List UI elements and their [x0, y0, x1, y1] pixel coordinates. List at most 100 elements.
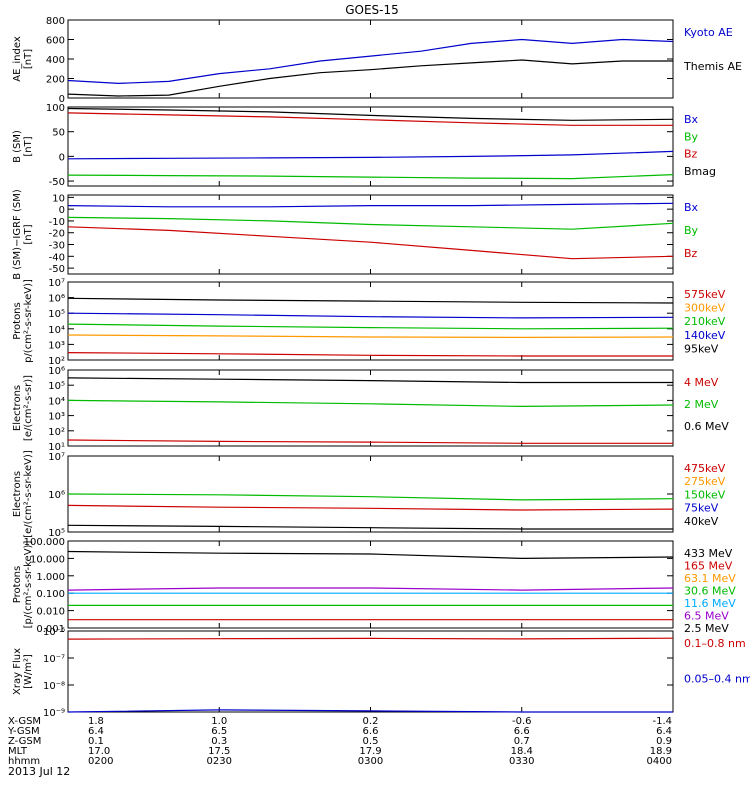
y-axis-label: Electrons — [12, 385, 23, 431]
series-line — [67, 174, 674, 180]
legend-item: 2.5 MeV — [684, 622, 729, 635]
series-line — [67, 38, 674, 85]
axis-value: 17.0 — [88, 746, 110, 757]
legend-item: 275keV — [684, 475, 726, 488]
orbit-axis-table: X-GSMY-GSMZ-GSMMLThhmm1.86.40.117.002001… — [7, 716, 672, 767]
y-tick-label: 200 — [46, 75, 65, 86]
panel-bsm: 100 50 0 -50 B (SM) [nT] Bx By Bz Bmag — [12, 103, 716, 188]
series-line — [67, 216, 674, 230]
y-axis-unit: [p/(cm²-s-sr-keV)] — [23, 541, 34, 629]
axis-value: 6.4 — [656, 726, 672, 737]
legend-item: Bx — [684, 113, 699, 126]
series-line — [67, 352, 673, 357]
axis-value: 0.3 — [211, 736, 227, 747]
y-tick-label: 10⁷ — [48, 278, 65, 289]
series-line — [67, 312, 674, 319]
y-axis-unit: p/(cm²-s-sr-keV)] — [23, 279, 34, 363]
y-axis-unit: [nT] — [23, 136, 34, 156]
series-line — [67, 399, 674, 408]
y-axis-label: AE_index — [12, 36, 23, 82]
panel-frame — [67, 630, 674, 713]
legend-item: 2 MeV — [684, 398, 719, 411]
axis-value: 18.4 — [511, 746, 533, 757]
legend-item: 150keV — [684, 488, 726, 501]
series-line — [67, 112, 673, 126]
panel-protons2: 100.000 10.000 1.000 0.100 0.010 0.001 Protons… — [12, 537, 736, 635]
y-tick-label: 0.010 — [36, 607, 65, 618]
series-line — [67, 637, 674, 640]
series-line — [67, 323, 674, 330]
legend-item: 475keV — [684, 462, 726, 475]
axis-row-label: X-GSM — [8, 716, 41, 727]
y-tick-label: 10¹ — [48, 442, 65, 453]
y-tick-label: 1.000 — [36, 572, 65, 583]
axis-value: 18.9 — [650, 746, 672, 757]
axis-value: 6.6 — [514, 726, 530, 737]
legend-item: 30.6 MeV — [684, 585, 736, 598]
y-tick-label: 10 — [52, 193, 65, 204]
legend-item: 210keV — [684, 315, 726, 328]
y-tick-label: 10⁻⁹ — [43, 708, 65, 719]
series-line — [67, 107, 674, 121]
axis-value: 0.9 — [656, 736, 672, 747]
panel-protons1: 10⁷ 10⁶ 10⁵ 10⁴ 10³ 10² Protons p/(cm²-s-sr-keV… — [12, 278, 726, 367]
legend-item: 575keV — [684, 288, 726, 301]
legend-item: Bz — [684, 247, 698, 260]
axis-value: 6.4 — [88, 726, 104, 737]
legend-item: Bmag — [684, 165, 716, 178]
legend-item: By — [684, 130, 699, 143]
y-tick-label: 10⁵ — [48, 381, 65, 392]
panel-frame — [67, 281, 674, 361]
axis-value: 0400 — [647, 756, 672, 767]
series-line — [67, 226, 674, 260]
y-tick-label: 10.000 — [30, 554, 65, 565]
y-axis-label: Electrons — [12, 471, 23, 517]
y-tick-label: -40 — [49, 252, 65, 263]
y-axis-label: B (SM)−IGRF (SM) — [12, 189, 23, 280]
axis-value: 0.7 — [514, 736, 530, 747]
legend-item: 300keV — [684, 302, 726, 315]
axis-row-label: Y-GSM — [7, 726, 40, 737]
y-tick-label: -50 — [49, 177, 65, 188]
y-tick-label: 10⁷ — [48, 452, 65, 463]
axis-value: 6.6 — [363, 726, 379, 737]
axis-value: -1.4 — [652, 716, 672, 727]
y-tick-label: 50 — [52, 128, 65, 139]
y-tick-label: 10⁶ — [48, 366, 65, 377]
legend-item: 11.6 MeV — [684, 597, 736, 610]
y-tick-label: 10³ — [48, 412, 65, 423]
panel-electrons2: 10⁷ 10⁶ 10⁵ Electrons [e/(cm²-s-sr-keV)] 475k… — [12, 450, 726, 539]
y-tick-label: 0 — [59, 205, 65, 216]
axis-value: 6.5 — [211, 726, 227, 737]
date-label: 2013 Jul 12 — [8, 765, 70, 778]
legend-item: 75keV — [684, 502, 719, 515]
axis-value: 17.9 — [359, 746, 381, 757]
legend-item: 0.1–0.8 nm — [684, 637, 746, 650]
y-tick-label: 10⁵ — [48, 309, 65, 320]
axis-value: 0.2 — [363, 716, 379, 727]
legend-item: 4 MeV — [684, 376, 719, 389]
y-axis-unit: [e/(cm²-s-sr-keV)] — [23, 450, 34, 538]
series-line — [67, 297, 674, 304]
series-line — [67, 709, 673, 713]
y-axis-label: Protons — [12, 302, 23, 339]
y-tick-label: 10² — [48, 356, 65, 367]
legend-item: 63.1 MeV — [684, 572, 736, 585]
y-tick-label: 10⁶ — [48, 294, 65, 305]
legend-item: Themis AE — [683, 60, 742, 73]
series-line — [67, 334, 674, 338]
panel-bigrf: 100-10-20-30-40-50 B (SM)−IGRF (SM) [nT] Bx… — [12, 189, 699, 280]
series-line — [67, 439, 673, 444]
series-line — [67, 59, 673, 97]
series-line — [67, 504, 674, 511]
series-line — [67, 524, 673, 530]
axis-value: 0200 — [88, 756, 113, 767]
y-tick-label: 800 — [46, 16, 65, 27]
legend-item: Bz — [684, 148, 698, 161]
y-tick-label: 10⁻⁷ — [43, 654, 65, 665]
y-tick-label: 10⁻⁸ — [43, 681, 65, 692]
axis-value: -0.6 — [512, 716, 532, 727]
y-axis-unit: [nT] — [23, 224, 34, 244]
